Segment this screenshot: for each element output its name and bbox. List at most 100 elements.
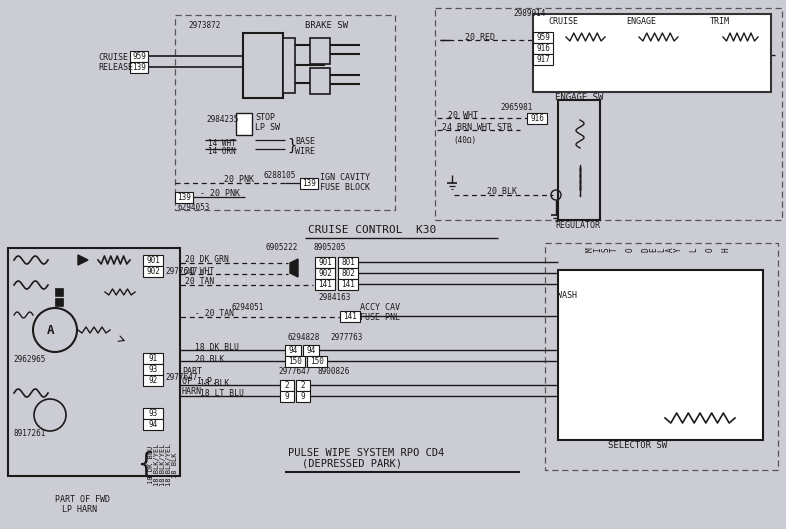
Text: A: A	[666, 248, 674, 252]
Text: 91: 91	[149, 354, 158, 363]
Text: 917: 917	[536, 55, 550, 64]
Bar	[8, 248, 180, 476]
Text: 9: 9	[301, 392, 305, 401]
Text: 20 BLK: 20 BLK	[487, 187, 517, 196]
Text: 2977763: 2977763	[330, 333, 362, 342]
Text: 8905205: 8905205	[313, 243, 345, 252]
Text: 92: 92	[149, 376, 158, 385]
Bar	[338, 279, 358, 290]
Text: ACCY CAV: ACCY CAV	[360, 303, 400, 312]
Bar	[143, 364, 163, 375]
Text: 94: 94	[288, 346, 298, 355]
Text: BASE: BASE	[295, 138, 315, 147]
Text: 14 ORN: 14 ORN	[208, 148, 236, 157]
Text: 20 BLK: 20 BLK	[195, 354, 224, 363]
Text: 139: 139	[132, 63, 146, 72]
Text: 901: 901	[318, 258, 332, 267]
Text: 8917261: 8917261	[13, 428, 46, 437]
Text: 18 DK BLU: 18 DK BLU	[148, 446, 154, 484]
Bar	[143, 266, 163, 277]
Text: 6294053: 6294053	[178, 204, 211, 213]
Text: PART OF FWD: PART OF FWD	[55, 496, 110, 505]
Text: E: E	[649, 248, 659, 252]
Text: WIRE: WIRE	[295, 147, 315, 156]
Text: 2989914: 2989914	[513, 10, 545, 19]
Bar	[285, 345, 301, 356]
Text: M: M	[586, 248, 594, 252]
Bar	[527, 113, 547, 124]
Text: O: O	[626, 248, 634, 252]
Text: IGN CAVITY: IGN CAVITY	[320, 174, 370, 183]
Text: 2984235: 2984235	[206, 115, 238, 124]
Text: 141: 141	[343, 312, 357, 321]
Text: REGULATOR: REGULATOR	[555, 222, 600, 231]
Bar	[533, 32, 553, 43]
Text: 916: 916	[536, 44, 550, 53]
Bar	[236, 113, 252, 135]
Text: A: A	[47, 324, 55, 338]
Text: STOP: STOP	[255, 114, 275, 123]
Text: Y: Y	[674, 248, 682, 252]
Bar	[533, 14, 771, 92]
Bar	[130, 62, 148, 73]
Bar	[280, 391, 294, 402]
Text: L: L	[689, 248, 699, 252]
Text: O: O	[706, 248, 714, 252]
Text: 94: 94	[149, 420, 158, 429]
Text: 802: 802	[341, 269, 355, 278]
Text: 959: 959	[132, 52, 146, 61]
Bar	[338, 257, 358, 268]
Text: 20 TAN: 20 TAN	[185, 278, 215, 287]
Text: 18 BLK/YEL: 18 BLK/YEL	[160, 444, 166, 486]
Bar	[300, 178, 318, 189]
Text: 150: 150	[288, 357, 302, 366]
Bar	[55, 288, 63, 296]
Text: 2984163: 2984163	[318, 294, 351, 303]
Text: L: L	[658, 248, 667, 252]
Bar	[296, 380, 310, 391]
Text: }: }	[287, 138, 296, 152]
Text: 6294051: 6294051	[232, 304, 264, 313]
Text: 20 WHT: 20 WHT	[448, 111, 478, 120]
Text: LP SW: LP SW	[255, 123, 280, 132]
Text: BRAKE SW: BRAKE SW	[305, 22, 348, 31]
Text: 902: 902	[146, 267, 160, 276]
Bar	[533, 54, 553, 65]
Text: 18 BLK: 18 BLK	[200, 379, 230, 388]
Bar	[315, 257, 335, 268]
Text: PULSE WIPE SYSTEM RPO CD4: PULSE WIPE SYSTEM RPO CD4	[288, 448, 444, 458]
Text: D: D	[641, 248, 651, 252]
Bar	[558, 100, 600, 220]
Text: HARN: HARN	[182, 387, 202, 396]
Bar	[533, 43, 553, 54]
Bar	[296, 391, 310, 402]
Text: - 20 PNK: - 20 PNK	[200, 189, 240, 198]
Text: 93: 93	[149, 365, 158, 374]
Bar	[130, 51, 148, 62]
Text: 2: 2	[301, 381, 305, 390]
Bar	[143, 419, 163, 430]
Bar	[310, 68, 330, 94]
Text: 94: 94	[307, 346, 316, 355]
Text: 959: 959	[536, 33, 550, 42]
Text: 2962965: 2962965	[13, 355, 46, 364]
Bar	[315, 279, 335, 290]
Bar	[285, 356, 305, 367]
Text: 20 RED: 20 RED	[465, 32, 495, 41]
Text: CRUISE: CRUISE	[548, 17, 578, 26]
Text: 141: 141	[341, 280, 355, 289]
Text: SELECTOR SW: SELECTOR SW	[608, 441, 667, 450]
Text: - 20 TAN: - 20 TAN	[195, 309, 234, 318]
Bar	[280, 380, 294, 391]
Bar	[143, 408, 163, 419]
Text: ENGAGE SW: ENGAGE SW	[555, 93, 604, 102]
Text: PART: PART	[182, 367, 202, 376]
Text: 24 BRN WHT STR: 24 BRN WHT STR	[442, 123, 512, 132]
Text: LP HARN: LP HARN	[62, 506, 97, 515]
Bar	[558, 270, 763, 440]
Bar	[338, 268, 358, 279]
Text: S: S	[601, 248, 611, 252]
Text: 18 BLK: 18 BLK	[172, 452, 178, 478]
Text: CRUISE: CRUISE	[98, 52, 128, 61]
Text: WASH: WASH	[557, 290, 577, 299]
